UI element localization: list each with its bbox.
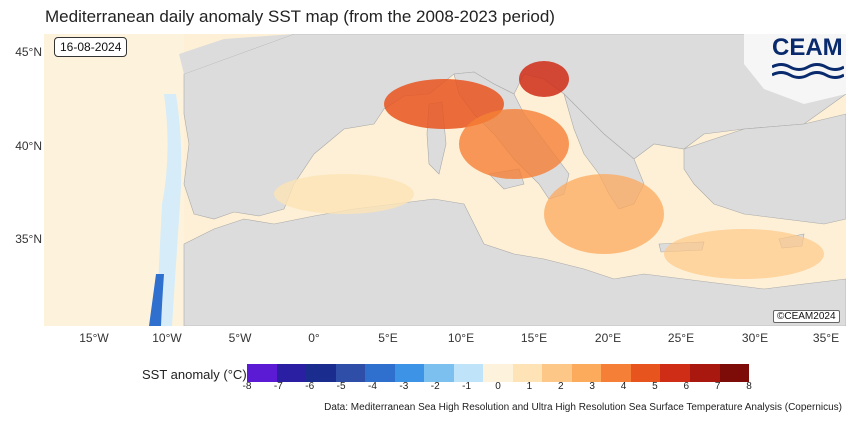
colorbar-tick: 6 xyxy=(683,381,690,392)
colorbar-tick: -6 xyxy=(305,381,315,392)
x-tick: 15°W xyxy=(79,331,109,345)
colorbar-tick: 1 xyxy=(526,381,533,392)
logo-text: CEAM xyxy=(772,34,843,61)
colorbar-segment xyxy=(335,364,366,382)
colorbar-tick: -1 xyxy=(462,381,472,392)
x-tick: 15°E xyxy=(520,331,548,345)
colorbar-segment xyxy=(512,364,543,382)
colorbar-tick: -3 xyxy=(399,381,409,392)
y-tick: 35°N xyxy=(15,232,42,246)
data-credit: Data: Mediterranean Sea High Resolution … xyxy=(324,402,842,413)
colorbar-segment xyxy=(630,364,661,382)
colorbar-segment xyxy=(719,364,750,382)
colorbar-tick: -4 xyxy=(368,381,377,392)
colorbar-tick: -7 xyxy=(273,381,283,392)
y-tick: 40°N xyxy=(15,139,42,153)
colorbar-tick: 7 xyxy=(714,381,721,392)
colorbar-segment xyxy=(660,364,690,382)
logo-waves-icon xyxy=(771,63,845,79)
cold-anomaly-spot xyxy=(149,274,164,326)
x-tick: 20°E xyxy=(594,331,622,345)
colorbar-tick: 8 xyxy=(746,381,752,392)
colorbar-segment xyxy=(571,364,602,382)
colorbar-tick: 2 xyxy=(557,381,564,392)
colorbar-segment xyxy=(365,364,395,382)
colorbar-tick: 5 xyxy=(652,381,658,392)
colorbar-segment xyxy=(247,364,277,382)
x-tick: 5°E xyxy=(378,331,398,345)
copyright-label: ©CEAM2024 xyxy=(773,310,840,323)
x-tick: 30°E xyxy=(741,331,769,345)
hot-anomaly-ligurian xyxy=(384,79,504,129)
colorbar-tick: 0 xyxy=(495,381,501,392)
warm-anomaly-levantine xyxy=(664,229,824,279)
legend-title: SST anomaly (°C) xyxy=(142,367,247,382)
x-tick: 25°E xyxy=(667,331,695,345)
x-tick: 5°W xyxy=(228,331,252,345)
colorbar-tick: -2 xyxy=(430,381,440,392)
hot-anomaly-tyrrhenian xyxy=(459,109,569,179)
sst-map: CEAM xyxy=(44,34,846,326)
chart-title: Mediterranean daily anomaly SST map (fro… xyxy=(45,7,555,26)
x-tick: 10°E xyxy=(447,331,475,345)
turkey-land xyxy=(683,113,846,225)
colorbar-segment xyxy=(306,364,336,382)
x-tick: 35°E xyxy=(812,331,840,345)
colorbar-segment xyxy=(453,364,484,382)
france-land xyxy=(179,34,294,74)
mild-anomaly-alboran xyxy=(274,174,414,214)
colorbar-tick: 4 xyxy=(620,381,627,392)
hot-anomaly-adriatic xyxy=(519,61,569,97)
x-tick: 10°W xyxy=(152,331,182,345)
colorbar-tick: -8 xyxy=(242,381,252,392)
colorbar-segment xyxy=(601,364,631,382)
colorbar-segment xyxy=(276,364,307,382)
y-tick: 45°N xyxy=(15,45,42,59)
colorbar-segment xyxy=(424,364,454,382)
colorbar-tick: 3 xyxy=(589,381,595,392)
colorbar-segment xyxy=(689,364,720,382)
x-tick: 0° xyxy=(308,331,320,345)
colorbar-segment xyxy=(483,364,513,382)
date-label: 16-08-2024 xyxy=(54,37,128,57)
map-canvas xyxy=(44,34,846,326)
colorbar-segment xyxy=(394,364,425,382)
colorbar-tick: -5 xyxy=(336,381,346,392)
colorbar xyxy=(247,364,750,382)
colorbar-segment xyxy=(542,364,572,382)
cool-anomaly-band xyxy=(156,94,182,326)
ceam-logo: CEAM xyxy=(771,34,845,80)
africa-landmass xyxy=(183,198,846,326)
warm-anomaly-ionian xyxy=(544,174,664,254)
